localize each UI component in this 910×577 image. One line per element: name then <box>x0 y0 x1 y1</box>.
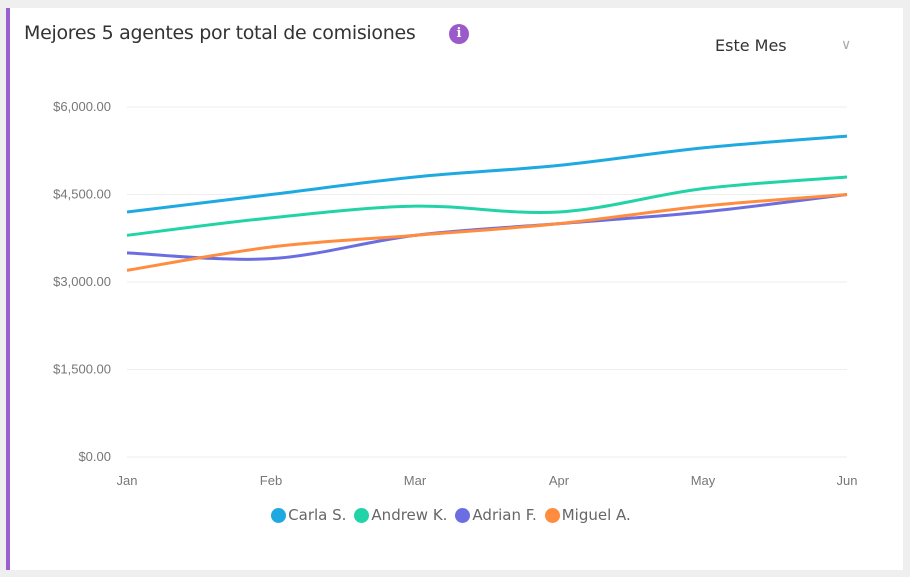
legend-item[interactable]: Adrian F. <box>455 506 537 524</box>
chevron-down-icon: ∨ <box>841 36 852 52</box>
legend-marker <box>544 507 560 523</box>
series-line-miguel-a <box>126 193 848 272</box>
x-tick-label: Mar <box>404 473 427 488</box>
legend-label: Carla S. <box>288 506 347 524</box>
y-tick-label: $0.00 <box>78 449 111 464</box>
legend-marker <box>271 507 287 523</box>
series-line-andrew-k <box>126 175 848 237</box>
legend-marker <box>354 507 370 523</box>
legend-label: Adrian F. <box>472 506 537 524</box>
y-tick-label: $6,000.00 <box>53 99 111 114</box>
y-tick-label: $3,000.00 <box>53 274 111 289</box>
period-dropdown[interactable]: Este Mes ∨ <box>715 36 860 60</box>
x-tick-label: Jun <box>837 473 858 488</box>
info-icon[interactable]: i <box>449 24 469 44</box>
x-tick-label: Apr <box>549 473 570 488</box>
legend-item[interactable]: Miguel A. <box>544 506 631 524</box>
series-line-carla-s <box>126 134 848 214</box>
legend-item[interactable]: Carla S. <box>271 506 346 524</box>
x-tick-label: Feb <box>260 473 282 488</box>
legend-label: Andrew K. <box>371 506 448 524</box>
y-tick-label: $4,500.00 <box>53 187 111 202</box>
period-selected: Este Mes <box>715 36 787 55</box>
legend: Carla S. Andrew K. Adrian F. Miguel A. <box>0 506 910 524</box>
y-tick-label: $1,500.00 <box>53 362 111 377</box>
legend-marker <box>455 507 471 523</box>
chart-title: Mejores 5 agentes por total de comisione… <box>24 22 416 44</box>
legend-item[interactable]: Andrew K. <box>354 506 447 524</box>
x-tick-label: May <box>691 473 716 488</box>
chart-card <box>6 8 903 570</box>
legend-label: Miguel A. <box>561 506 631 524</box>
x-tick-label: Jan <box>117 473 138 488</box>
